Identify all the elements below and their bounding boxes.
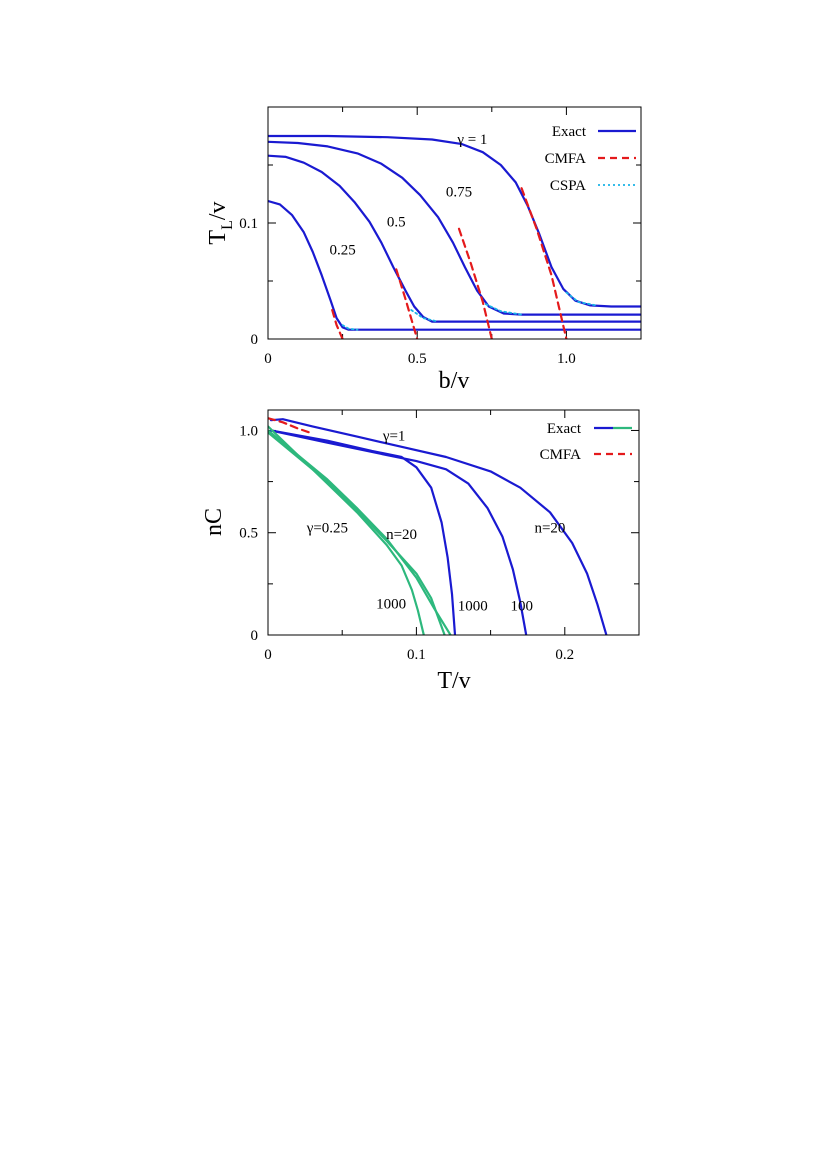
- top-panel-x-label: b/v: [439, 368, 470, 394]
- series-line-exact-green: [268, 431, 446, 635]
- x-tick-label: 0.1: [407, 647, 426, 663]
- series-line-cmfa: [395, 268, 419, 339]
- legend-label: CMFA: [545, 151, 587, 167]
- annotation-label: 0.5: [387, 214, 406, 230]
- top-panel-tick-labels: 0 0.5 1.0 0 0.1: [239, 216, 576, 367]
- series-line-exact-blue: [269, 418, 608, 635]
- bottom-panel-tick-labels: 0 0.1 0.2 0 0.5 1.0: [239, 423, 574, 663]
- annotation-label: 0.25: [329, 242, 355, 258]
- series-line-cmfa: [268, 417, 311, 434]
- annotation-label: γ = 1: [456, 132, 487, 148]
- x-tick-label: 0: [264, 647, 272, 663]
- top-panel-series: [268, 134, 641, 339]
- y-tick-label: 0.1: [239, 216, 258, 232]
- annotation-label: 100: [511, 598, 534, 614]
- series-line-cmfa: [457, 227, 493, 339]
- bottom-panel-series: [268, 417, 608, 635]
- y-label-sub: L: [219, 220, 236, 230]
- y-label-suffix: /v: [205, 201, 231, 220]
- bottom-panel: γ=1 γ=0.25 n=20 n=20 1000 1000 100 Exact CMFA 0…: [201, 409, 640, 694]
- annotation-label: 0.75: [446, 184, 472, 200]
- legend-label: Exact: [552, 124, 587, 140]
- series-line-cspa: [341, 324, 359, 331]
- annotation-label: γ=0.25: [306, 521, 348, 537]
- x-tick-label: 0: [264, 351, 272, 367]
- x-tick-label: 0.2: [555, 647, 574, 663]
- bottom-panel-annotations: γ=1 γ=0.25 n=20 n=20 1000 1000 100: [306, 429, 566, 615]
- bottom-panel-legend: Exact CMFA: [540, 421, 632, 463]
- legend-label: Exact: [547, 421, 582, 437]
- y-label-main: T: [205, 230, 231, 245]
- y-tick-label: 1.0: [239, 423, 258, 439]
- bottom-panel-x-label: T/v: [437, 668, 470, 694]
- series-line-cspa: [410, 309, 439, 323]
- series-line-exact-green: [268, 429, 452, 635]
- series-line-cspa: [565, 291, 598, 307]
- series-line-exact: [268, 140, 641, 316]
- series-line-cmfa: [520, 187, 568, 339]
- bottom-panel-y-label: nC: [201, 508, 227, 536]
- annotation-label: 1000: [376, 596, 406, 612]
- series-line-exact-blue: [269, 429, 528, 635]
- legend-label: CMFA: [540, 447, 582, 463]
- annotation-label: n=20: [386, 527, 417, 543]
- series-line-cmfa: [331, 308, 344, 339]
- top-panel-y-label: TL/v: [205, 201, 236, 244]
- top-panel-legend: Exact CMFA CSPA: [545, 124, 636, 194]
- legend-label: CSPA: [550, 178, 586, 194]
- series-line-exact-blue: [269, 429, 457, 635]
- top-panel-annotations: γ = 1 0.75 0.5 0.25: [329, 132, 487, 258]
- series-line-exact: [268, 199, 641, 331]
- annotation-label: 1000: [458, 598, 488, 614]
- series-line-cspa: [484, 303, 523, 316]
- top-panel-frame: [267, 106, 642, 340]
- annotation-label: n=20: [534, 521, 565, 537]
- x-tick-label: 0.5: [408, 351, 427, 367]
- bottom-panel-frame: [267, 409, 640, 636]
- y-tick-label: 0.5: [239, 526, 258, 542]
- y-tick-label: 0: [251, 332, 259, 348]
- x-tick-label: 1.0: [557, 351, 576, 367]
- y-tick-label: 0: [251, 628, 259, 644]
- annotation-label: γ=1: [382, 429, 406, 445]
